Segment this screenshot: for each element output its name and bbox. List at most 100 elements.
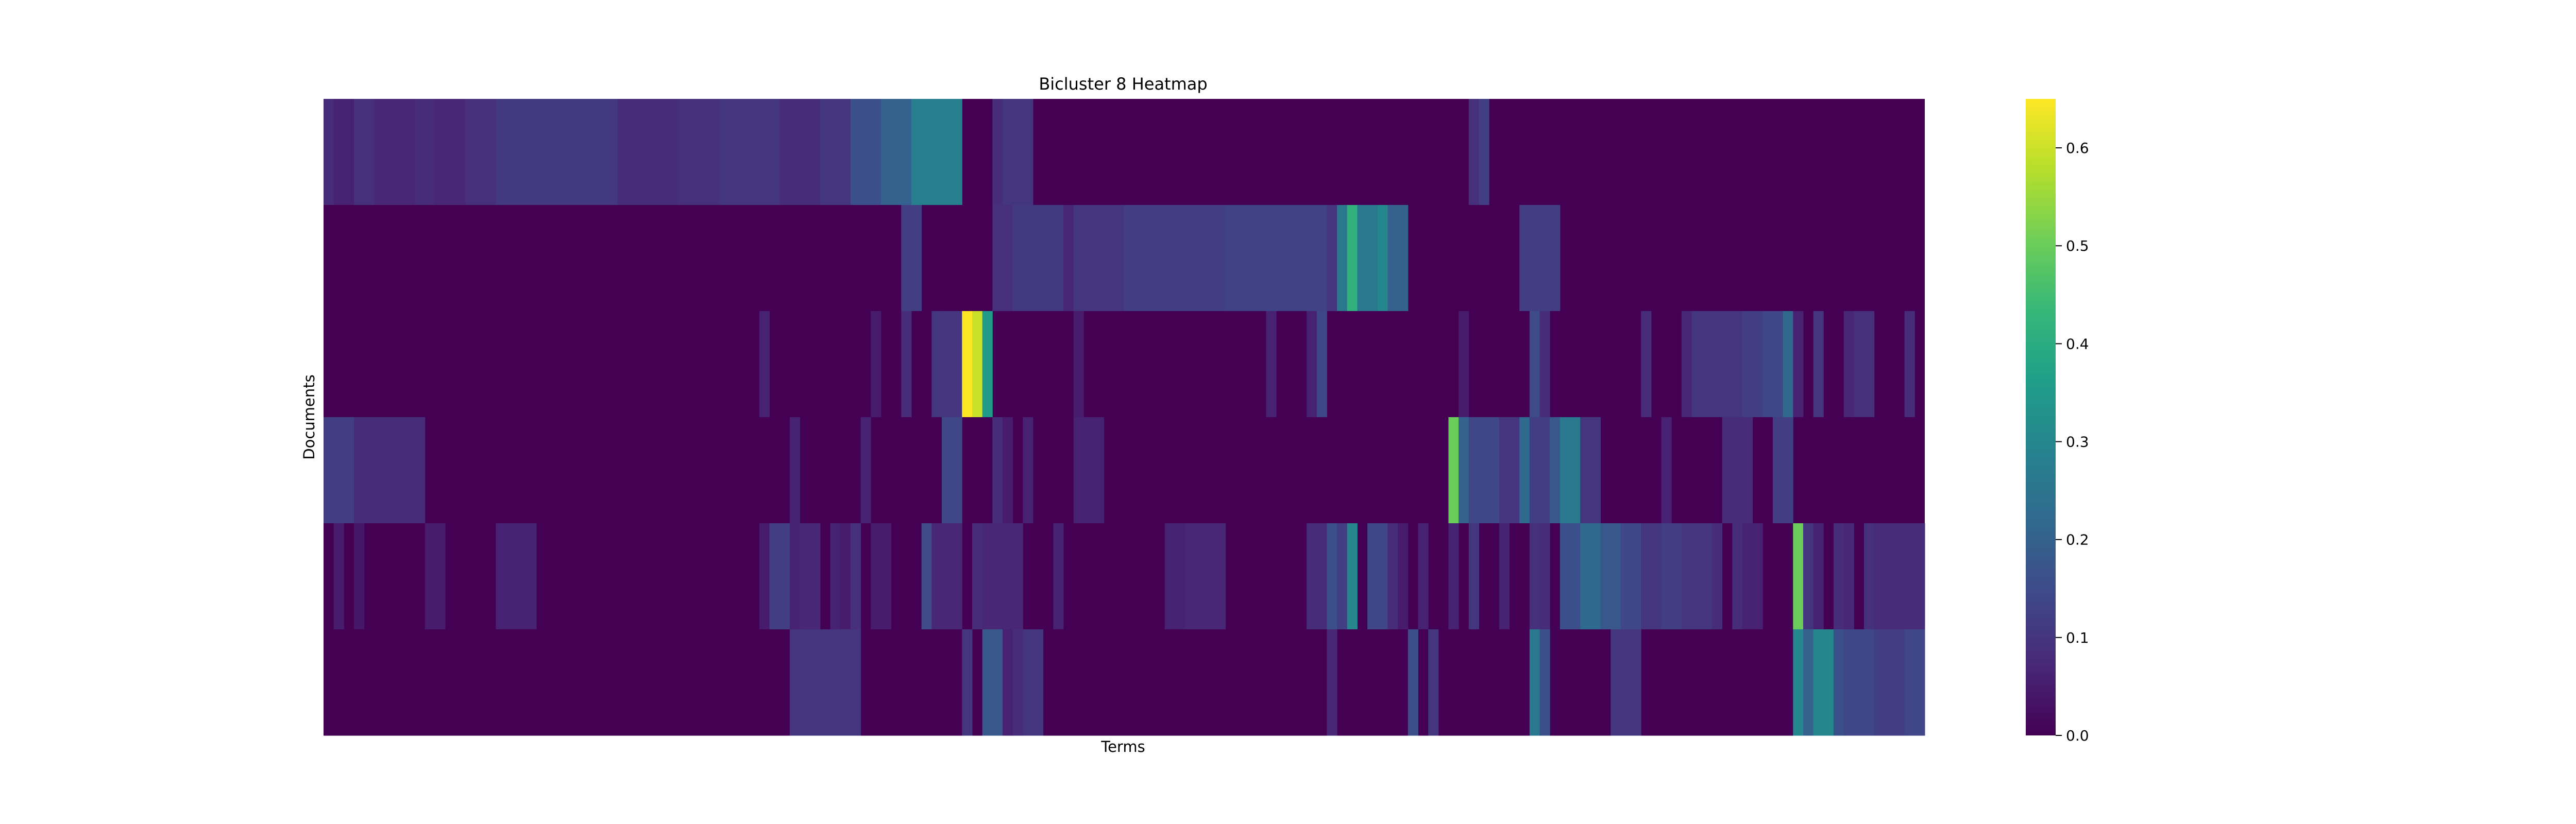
heatmap-cell-row4-seg6 <box>992 417 1003 524</box>
heatmap-cell-row5-seg42 <box>1732 523 1743 630</box>
heatmap-cell-row5-seg7 <box>789 523 801 630</box>
heatmap-cell-row1-seg7 <box>465 99 496 205</box>
heatmap-cell-row3-seg6 <box>962 311 973 418</box>
heatmap-cell-row4-seg19 <box>1661 417 1672 524</box>
heatmap-cell-row5-seg32 <box>1539 523 1550 630</box>
heatmap-cell-row6-seg17 <box>1843 629 1875 736</box>
heatmap-cell-row4-seg8 <box>1023 417 1033 524</box>
heatmap-cell-row4-seg11 <box>1459 417 1469 524</box>
heatmap-cell-row5-seg27 <box>1418 523 1429 630</box>
chart-title: Bicluster 8 Heatmap <box>1039 74 1207 94</box>
heatmap-cell-row1-seg6 <box>435 99 466 205</box>
heatmap-cell-row5-seg44 <box>1793 523 1804 630</box>
heatmap-cell-row5-seg46 <box>1813 523 1824 630</box>
heatmap-cell-row3-seg15 <box>1539 311 1550 418</box>
heatmap-cell-row2-seg7 <box>1225 205 1327 312</box>
heatmap-cell-row3-seg3 <box>901 311 912 418</box>
heatmap-cell-row4-seg16 <box>1550 417 1561 524</box>
heatmap-cell-row5-seg21 <box>1327 523 1337 630</box>
heatmap-cell-row5-seg33 <box>1560 523 1581 630</box>
heatmap-cell-row1-seg12 <box>779 99 821 205</box>
heatmap-cell-row6-seg7 <box>1327 629 1337 736</box>
heatmap-cell-row5-seg20 <box>1307 523 1327 630</box>
heatmap-cell-row3-seg24 <box>1843 311 1854 418</box>
heatmap-cell-row5-seg15 <box>972 523 983 630</box>
heatmap-cell-row2-seg3 <box>1012 205 1064 312</box>
heatmap-cell-row6-seg1 <box>789 629 861 736</box>
heatmap-cell-row5-seg31 <box>1529 523 1540 630</box>
heatmap-cell-row5-seg16 <box>982 523 1023 630</box>
heatmap-cell-row6-seg18 <box>1874 629 1905 736</box>
heatmap-cell-row2-seg4 <box>1063 205 1074 312</box>
heatmap-plot-area <box>324 99 1925 736</box>
x-axis-label: Terms <box>1100 738 1145 756</box>
heatmap-cell-row6-seg19 <box>1904 629 1925 736</box>
heatmap-cell-row1-seg2 <box>333 99 354 205</box>
heatmap-row-3-background <box>324 311 1925 418</box>
colorbar-tick-label: 0.3 <box>2066 434 2089 451</box>
heatmap-cell-row3-seg2 <box>871 311 882 418</box>
heatmap-cell-row1-seg16 <box>911 99 962 205</box>
heatmap-cell-row3-seg13 <box>1459 311 1469 418</box>
heatmap-cell-row3-seg14 <box>1529 311 1540 418</box>
heatmap-row-4-background <box>324 417 1925 524</box>
heatmap-cell-row6-seg8 <box>1408 629 1418 736</box>
colorbar: 0.0 0.1 0.2 0.3 0.4 0.5 0.6 <box>2026 99 2089 744</box>
heatmap-cell-row5-seg8 <box>800 523 821 630</box>
colorbar-tick-label: 0.1 <box>2066 629 2089 646</box>
heatmap-cell-row2-seg2 <box>992 205 1013 312</box>
heatmap-cell-row5-seg24 <box>1367 523 1388 630</box>
heatmap-row-6-background <box>324 629 1925 736</box>
heatmap-cell-row4-seg15 <box>1529 417 1550 524</box>
heatmap-cell-row1-seg15 <box>880 99 912 205</box>
heatmap-cell-row2-seg5 <box>1073 205 1125 312</box>
heatmap-cell-row4-seg10 <box>1448 417 1459 524</box>
heatmap-cell-row6-seg2 <box>962 629 973 736</box>
heatmap-cell-row5-seg17 <box>1053 523 1064 630</box>
heatmap-cell-row5-seg38 <box>1661 523 1682 630</box>
heatmap-cell-row4-seg1 <box>324 417 354 524</box>
heatmap-cell-row3-seg26 <box>1904 311 1915 418</box>
heatmap-cell-row5-seg39 <box>1681 523 1692 630</box>
heatmap-cell-row6-seg11 <box>1539 629 1550 736</box>
heatmap-cell-row3-seg1 <box>759 311 770 418</box>
heatmap-cell-row5-seg47 <box>1833 523 1844 630</box>
heatmap-cell-row3-seg21 <box>1783 311 1793 418</box>
heatmap-cell-row5-seg25 <box>1387 523 1398 630</box>
heatmap-cell-row3-seg18 <box>1691 311 1743 418</box>
heatmap-cell-row2-seg10 <box>1347 205 1358 312</box>
colorbar-tick-label: 0.6 <box>2066 140 2089 157</box>
heatmap-cell-row5-seg22 <box>1337 523 1348 630</box>
heatmap-cell-row1-seg9 <box>617 99 679 205</box>
heatmap-cell-row5-seg34 <box>1580 523 1601 630</box>
heatmap-cell-row5-seg2 <box>354 523 365 630</box>
heatmap-cell-row2-seg9 <box>1337 205 1348 312</box>
heatmap-cell-row2-seg1 <box>901 205 922 312</box>
heatmap-cell-row3-seg7 <box>972 311 983 418</box>
heatmap-cell-row4-seg5 <box>941 417 962 524</box>
heatmap-cell-row3-seg20 <box>1762 311 1784 418</box>
heatmap-cell-row3-seg23 <box>1813 311 1824 418</box>
heatmap-cell-row2-seg8 <box>1327 205 1337 312</box>
heatmap-cell-row4-seg9 <box>1073 417 1105 524</box>
heatmap-cell-row5-seg23 <box>1347 523 1358 630</box>
heatmap-cell-row1-seg1 <box>324 99 334 205</box>
heatmap-cell-row1-seg8 <box>496 99 618 205</box>
heatmap-cell-row5-seg14 <box>931 523 962 630</box>
heatmap-cell-row5-seg43 <box>1742 523 1763 630</box>
heatmap-cell-row4-seg17 <box>1560 417 1581 524</box>
heatmap-cell-row4-seg14 <box>1519 417 1530 524</box>
heatmap-cell-row6-seg9 <box>1428 629 1439 736</box>
heatmap-cell-row4-seg4 <box>860 417 871 524</box>
heatmap-cell-row3-seg19 <box>1742 311 1763 418</box>
heatmap-cell-row6-seg3 <box>982 629 1003 736</box>
colorbar-tick-label: 0.2 <box>2066 531 2089 548</box>
heatmap-cell-row4-seg2 <box>354 417 426 524</box>
colorbar-tick-label: 0.5 <box>2066 237 2089 254</box>
heatmap-cell-row5-seg35 <box>1600 523 1621 630</box>
heatmap-cell-row6-seg14 <box>1803 629 1814 736</box>
heatmap-cell-row5-seg19 <box>1185 523 1226 630</box>
heatmap-cell-row2-seg11 <box>1357 205 1378 312</box>
heatmap-cell-row4-seg21 <box>1772 417 1793 524</box>
